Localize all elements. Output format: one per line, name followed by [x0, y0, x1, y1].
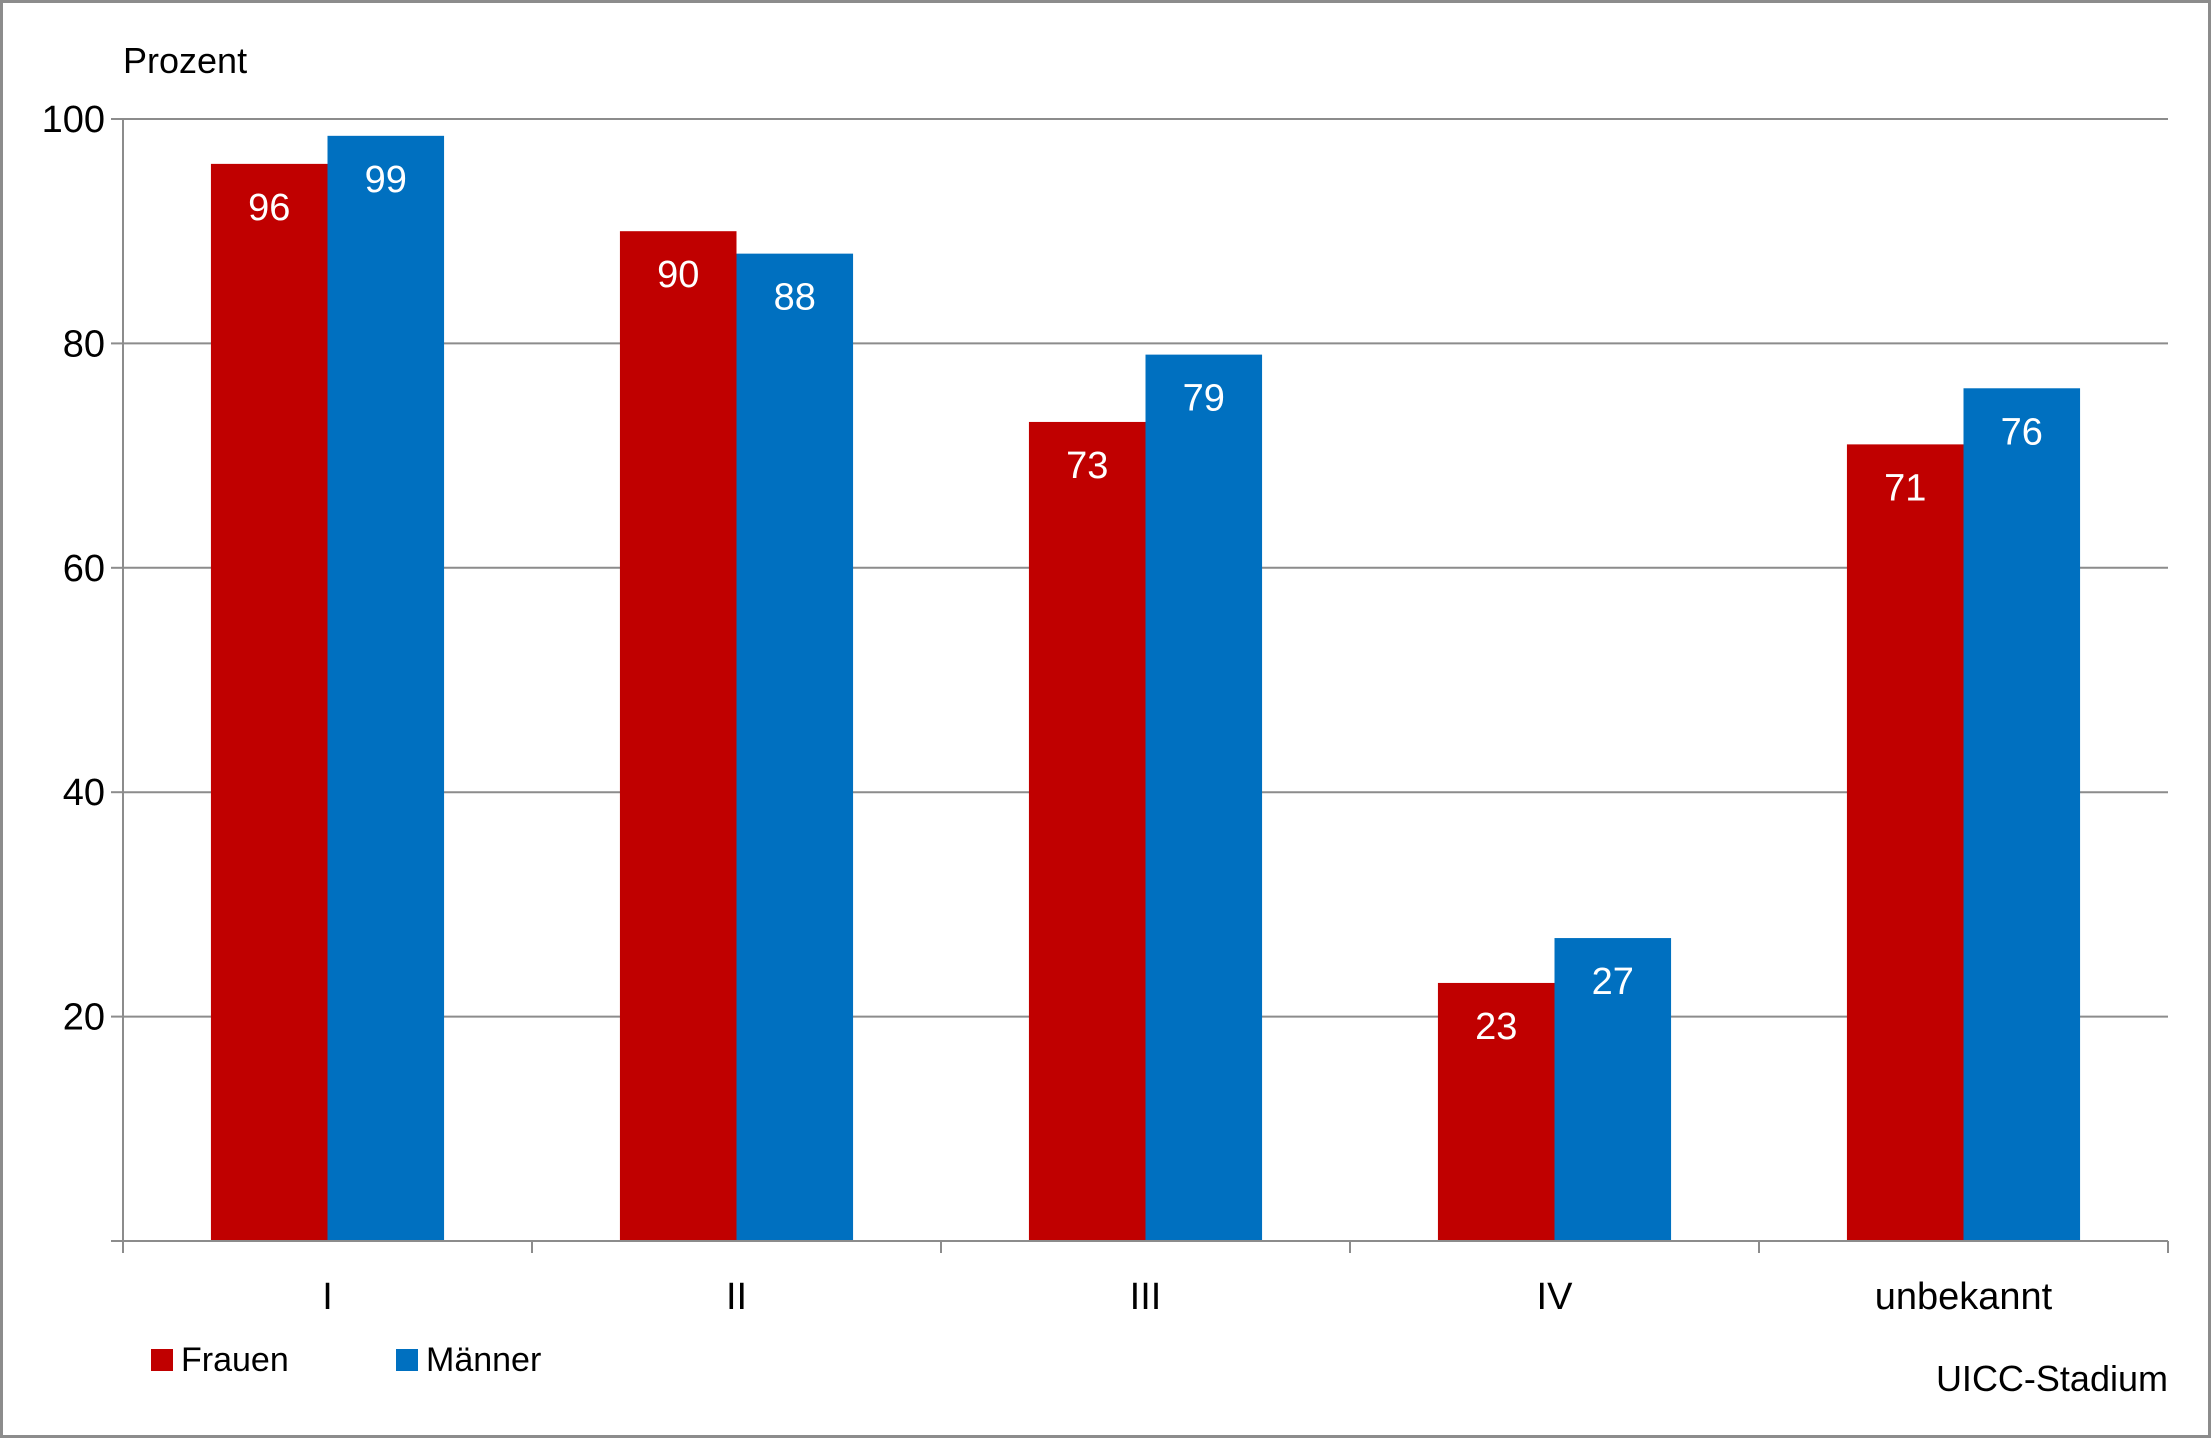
- bar-männer-ii: [736, 253, 854, 1241]
- y-tick-label: 20: [63, 997, 105, 1039]
- bar-männer-unbekannt: [1963, 388, 2081, 1241]
- legend-label: Frauen: [181, 1341, 289, 1379]
- y-tick-label: 80: [63, 323, 105, 365]
- bar-männer-iii: [1145, 354, 1263, 1241]
- x-tick-label: unbekannt: [1875, 1276, 2053, 1318]
- bar-frauen-i: [210, 163, 328, 1241]
- x-axis-title: UICC-Stadium: [1936, 1358, 2168, 1399]
- bar-value-label: 76: [2001, 411, 2043, 453]
- bar-frauen-ii: [619, 231, 737, 1241]
- y-tick-label: 60: [63, 548, 105, 590]
- legend-swatch: [151, 1349, 173, 1371]
- bar-value-label: 27: [1592, 961, 1634, 1003]
- y-tick-label: 100: [42, 99, 105, 141]
- bar-frauen-unbekannt: [1846, 444, 1964, 1241]
- bar-value-label: 79: [1183, 378, 1225, 420]
- bar-value-label: 71: [1884, 467, 1926, 509]
- bar-männer-i: [327, 135, 445, 1242]
- x-tick-label: II: [726, 1276, 747, 1318]
- x-tick-label: I: [322, 1276, 333, 1318]
- x-tick-label: IV: [1537, 1276, 1574, 1318]
- bar-value-label: 96: [248, 187, 290, 229]
- legend-item-männer: Männer: [396, 1341, 541, 1379]
- y-axis-title: Prozent: [123, 40, 247, 81]
- bar-value-label: 23: [1475, 1006, 1517, 1048]
- bars: 96 99 90 88 73 79 23 27 71 76: [210, 135, 2081, 1242]
- legend-item-frauen: Frauen: [151, 1341, 289, 1379]
- bar-frauen-iv: [1437, 982, 1555, 1241]
- bar-value-label: 73: [1066, 445, 1108, 487]
- bar-männer-iv: [1554, 938, 1672, 1241]
- bar-value-label: 99: [365, 159, 407, 201]
- legend: Frauen Männer: [151, 1341, 541, 1379]
- y-tick-label: 40: [63, 772, 105, 814]
- bar-value-label: 90: [657, 254, 699, 296]
- x-tick-label: III: [1130, 1276, 1162, 1318]
- legend-label: Männer: [426, 1341, 541, 1379]
- bar-value-label: 88: [774, 277, 816, 319]
- bar-frauen-iii: [1028, 421, 1146, 1241]
- legend-swatch: [396, 1349, 418, 1371]
